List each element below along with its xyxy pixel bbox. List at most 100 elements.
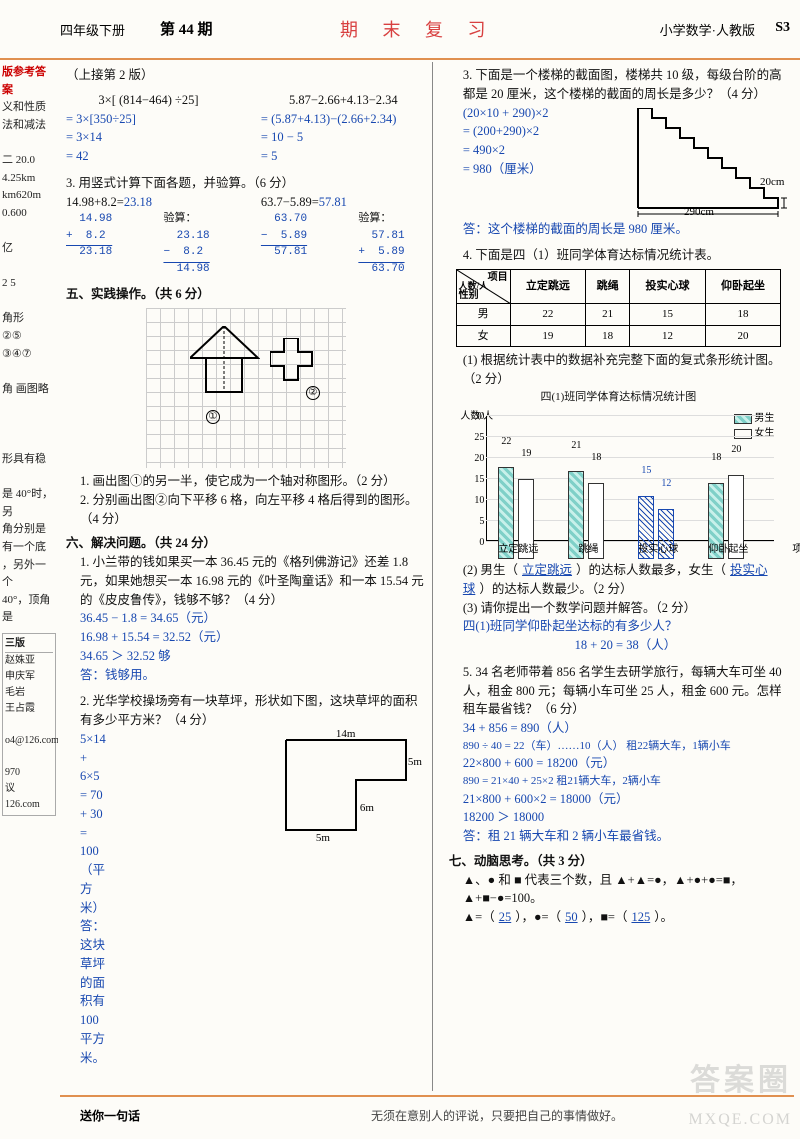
expr2-step1: = (5.87+4.13)−(2.66+2.34) [261, 110, 426, 129]
expr1: 3×[ (814−464) ÷25] [66, 91, 231, 110]
column-left: （上接第 2 版） 3×[ (814−464) ÷25] = 3×[350÷25… [60, 62, 433, 1091]
section6-title: 六、解决问题。（共 24 分） [66, 534, 426, 553]
row-female: 女 19181220 [456, 325, 781, 347]
th-2: 投实心球 [630, 270, 705, 304]
b-q4-1: (1) 根据统计表中的数据补充完整下面的复式条形统计图。（2 分） [463, 351, 788, 389]
b-q5-l4: 890 = 21×40 + 25×2 租21辆大车，2辆小车 [463, 773, 788, 790]
bar-chart: 人数/人 男生 女生 0510152025302219立定跳远2118跳绳151… [458, 409, 778, 559]
b-q5-l6: 18200 ＞ 18000 [463, 808, 788, 827]
expr2: 5.87−2.66+4.13−2.34 [261, 91, 426, 110]
b-q5-l5: 21×800 + 600×2 = 18000（元） [463, 790, 788, 809]
q7-b-val: 50 [561, 910, 582, 924]
page-header: 四年级下册 第 44 期 期 末 复 习 小学数学·人教版 S3 [0, 0, 800, 60]
b-q3-l2: = (200+290)×2 [463, 122, 618, 141]
lawn-5m-b: 5m [316, 830, 330, 847]
q3-prompt: 3. 用竖式计算下面各题，并验算。（6 分） [66, 174, 426, 193]
q7-c-val: 125 [627, 910, 654, 924]
page-footer: 送你一句话 无须在意别人的评说，只要把自己的事情做好。 [60, 1095, 794, 1133]
b-q4-2: (2) 男生（立定跳远）的达标人数最多，女生（投实心球）的达标人数最少。（2 分… [463, 561, 788, 599]
expr2-step2: = 10 − 5 [261, 128, 426, 147]
legend-girl: 女生 [754, 428, 774, 439]
q7-prompt: ▲、● 和 ■ 代表三个数，且 ▲+▲=●，▲+●+●=■，▲+■−●=100。 [463, 871, 788, 909]
chart-title: 四(1)班同学体育达标情况统计图 [449, 389, 788, 406]
q6-2-l2: = 70 + 30 [80, 786, 106, 824]
q5-2: 2. 分别画出图②向下平移 6 格，向左平移 4 格后得到的图形。（4 分） [80, 491, 426, 529]
b-q4-3-l1: 四(1)班同学仰卧起坐达标的有多少人？ [463, 617, 788, 636]
expr1-step1: = 3×[350÷25] [66, 110, 231, 129]
subject-label: 小学数学·人教版 [660, 20, 755, 39]
left-strip-lines: 义和性质法和减法 二 20.04.25kmkm620m0.600 亿 2 5 角… [2, 99, 56, 627]
q6-2-l1: 5×14 + 6×5 [80, 730, 106, 786]
footer-quote: 无须在意别人的评说，只要把自己的事情做好。 [200, 1107, 794, 1124]
colophon-title: 三版 [5, 636, 53, 653]
q6-2: 2. 光华学校操场旁有一块草坪，形状如下图，这块草坪的面积有多少平方米？（4 分… [80, 692, 426, 730]
b-q5-l1: 34 + 856 = 890（人） [463, 719, 788, 738]
q3a-ans: 23.18 [124, 195, 152, 209]
left-cut-strip: 版参考答案 义和性质法和减法 二 20.04.25kmkm620m0.600 亿… [0, 60, 58, 1090]
vertical-calc-row: 14.98+ 8.2 23.18 验算： 23.18− 8.2 14.98 63… [66, 211, 426, 277]
section7-title: 七、动脑思考。（共 3 分） [449, 852, 788, 871]
vc2: 验算： 23.18− 8.2 14.98 [163, 211, 230, 277]
colophon-lines: 赵姝亚申庆军毛岩王占霞 o4@126.com 970议126.com [5, 653, 53, 813]
b-q3: 3. 下面是一个楼梯的截面图，楼梯共 10 级，每级台阶的高都是 20 厘米，这… [463, 66, 788, 104]
q5-1: 1. 画出图①的另一半，使它成为一个轴对称图形。（2 分） [80, 472, 426, 491]
b-q5-l3: 22×800 + 600 = 18200（元） [463, 754, 788, 773]
diag-header: 项目 人数/人 性别 [456, 270, 510, 304]
q3a: 14.98+8.2= [66, 195, 124, 209]
lawn-14m: 14m [336, 726, 356, 743]
vc4: 验算： 57.81+ 5.89 63.70 [358, 211, 425, 277]
stair-20: 20cm [760, 174, 784, 191]
expr1-step3: = 42 [66, 147, 231, 166]
colophon-box: 三版 赵姝亚申庆军毛岩王占霞 o4@126.com 970议126.com [2, 633, 56, 816]
b-q4-3: (3) 请你提出一个数学问题并解答。（2 分） [463, 599, 788, 618]
expr1-step2: = 3×14 [66, 128, 231, 147]
q3b-ans: 57.81 [319, 195, 347, 209]
grid-figure: ① ② [146, 308, 346, 468]
b-q5: 5. 34 名老师带着 856 名学生去研学旅行，每辆大车可坐 40 人，租金 … [463, 663, 788, 719]
b-q3-l3: = 490×2 [463, 141, 618, 160]
q6-1-l1: 36.45 − 1.8 = 34.65（元） [80, 609, 426, 628]
column-right: 3. 下面是一个楼梯的截面图，楼梯共 10 级，每级台阶的高都是 20 厘米，这… [443, 62, 794, 1091]
q6-1: 1. 小兰带的钱如果买一本 36.45 元的《格列佛游记》还差 1.8 元，如果… [80, 553, 426, 609]
q3-equations: 14.98+8.2=23.18 63.7−5.89=57.81 [66, 193, 426, 212]
lawn-5m-a: 5m [408, 754, 422, 771]
q6-1-ans: 答：钱够用。 [80, 666, 426, 685]
pagecode: S3 [775, 20, 790, 36]
th-0: 立定跳远 [510, 270, 585, 304]
q3b: 63.7−5.89= [261, 195, 319, 209]
issue-label: 第 44 期 [160, 18, 213, 39]
q7-a-val: 25 [495, 910, 516, 924]
b-q3-l1: (20×10 + 290)×2 [463, 104, 618, 123]
grade-label: 四年级下册 [60, 20, 125, 39]
b-q5-l2: 890 ÷ 40 = 22（车）……10（人） 租22辆大车，1辆小车 [463, 738, 788, 755]
label-2: ② [306, 386, 320, 400]
q6-1-l2: 16.98 + 15.54 = 32.52（元） [80, 628, 426, 647]
shape-2 [270, 338, 330, 398]
lawn-figure: 14m 5m 6m 5m [276, 730, 426, 840]
q7-blanks: ▲=（25），●=（50），■=（125）。 [463, 908, 788, 927]
calc-row: 3×[ (814−464) ÷25] = 3×[350÷25] = 3×14 =… [66, 91, 426, 166]
fill-1: 立定跳远 [518, 563, 576, 577]
th-1: 跳绳 [586, 270, 630, 304]
lawn-6m: 6m [360, 800, 374, 817]
footer-label: 送你一句话 [80, 1107, 140, 1124]
expr2-step3: = 5 [261, 147, 426, 166]
q6-2-l3: = 100（平方米） [80, 824, 106, 918]
banner-title: 期 末 复 习 [310, 10, 526, 48]
b-q3-ans: 答：这个楼梯的截面的周长是 980 厘米。 [463, 220, 788, 239]
b-q4: 4. 下面是四（1）班同学体育达标情况统计表。 [463, 246, 788, 265]
b-q3-l4: = 980（厘米） [463, 160, 618, 179]
house-shape [190, 326, 260, 402]
q6-1-l3: 34.65 ＞ 32.52 够 [80, 647, 426, 666]
continue-note: （上接第 2 版） [66, 66, 426, 85]
main-area: （上接第 2 版） 3×[ (814−464) ÷25] = 3×[350÷25… [60, 62, 794, 1091]
row-male: 男 22211518 [456, 304, 781, 326]
vc3: 63.70− 5.89 57.81 [261, 211, 328, 277]
label-1: ① [206, 410, 220, 424]
b-q4-3-l2: 18 + 20 = 38（人） [463, 636, 788, 655]
section5-title: 五、实践操作。（共 6 分） [66, 285, 426, 304]
vc1: 14.98+ 8.2 23.18 [66, 211, 133, 277]
staircase-figure: 290cm 20cm [628, 108, 788, 218]
th-3: 仰卧起坐 [705, 270, 781, 304]
stair-290: 290cm [684, 204, 714, 221]
